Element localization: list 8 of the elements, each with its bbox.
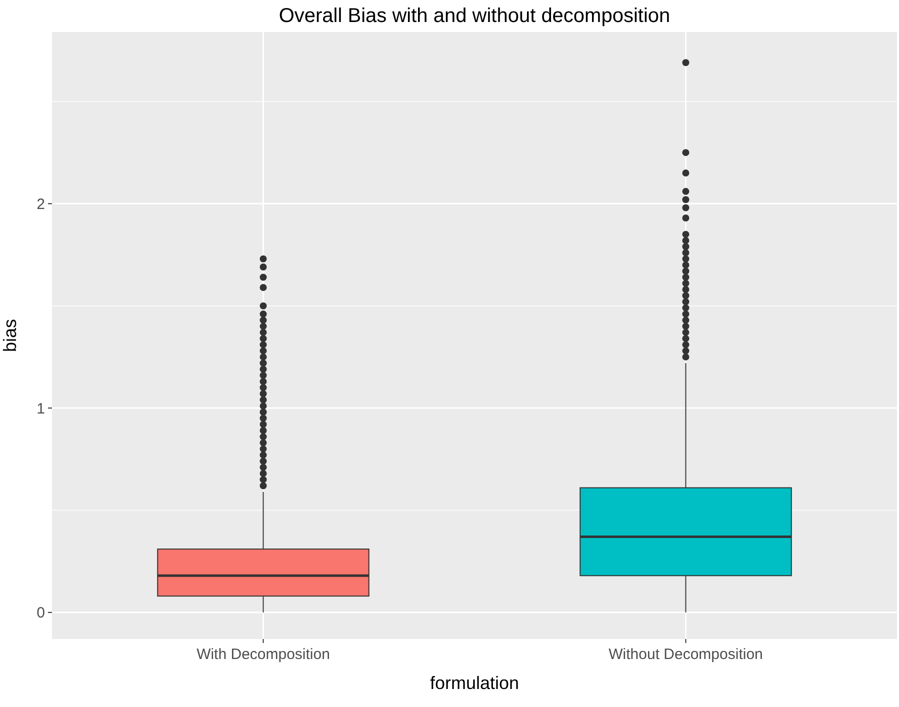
x-axis-title: formulation	[430, 673, 520, 693]
y-tick-label: 2	[36, 196, 45, 213]
y-tick-label: 1	[36, 400, 45, 418]
x-tick-label: Without Decomposition	[608, 646, 763, 663]
y-tick-label: 0	[36, 604, 45, 622]
x-tick-label: With Decomposition	[196, 646, 330, 663]
y-axis-title: bias	[0, 318, 20, 352]
chart-title: Overall Bias with and without decomposition	[278, 5, 670, 27]
